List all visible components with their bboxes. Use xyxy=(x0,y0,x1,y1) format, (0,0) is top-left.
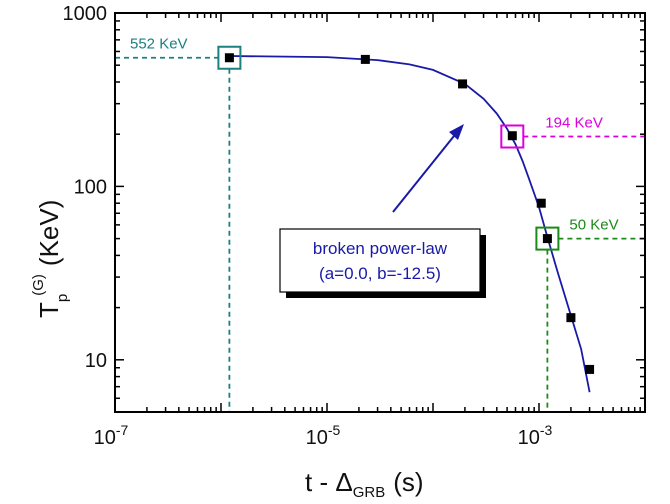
plot-frame xyxy=(114,12,646,413)
x-tick-label-exp: -7 xyxy=(116,422,129,438)
x-axis-title: t - ΔGRB (s) xyxy=(305,467,424,501)
data-point xyxy=(458,79,468,89)
data-points-layer xyxy=(224,53,595,374)
y-axis-title: Tp (G) (KeV) xyxy=(30,200,71,318)
x-axis-title-sub: GRB xyxy=(353,484,386,501)
x-tick-label: 10-7 xyxy=(94,422,129,449)
y-tick-label: 10 xyxy=(85,350,107,372)
fit-curve xyxy=(229,55,591,393)
data-point xyxy=(360,54,370,64)
x-tick-label: 10-5 xyxy=(306,422,341,449)
annotation-label: 50 KeV xyxy=(569,217,618,234)
annotation-box xyxy=(217,45,242,70)
data-point xyxy=(224,53,234,63)
legend: broken power-law (a=0.0, b=-12.5) xyxy=(279,228,486,298)
y-tick-label: 1000 xyxy=(63,3,108,25)
y-tick-label: 100 xyxy=(74,176,107,198)
legend-line-1: broken power-law xyxy=(313,239,448,258)
x-tick-label-exp: -3 xyxy=(540,422,553,438)
data-point xyxy=(536,198,546,208)
data-point xyxy=(566,313,576,323)
annotation-boxes: 552 KeV 194 KeV 50 KeV xyxy=(130,36,619,251)
data-point xyxy=(585,364,595,374)
x-axis-title-main: t - Δ xyxy=(305,467,353,497)
annotation-box xyxy=(500,124,525,149)
fit-curve-layer xyxy=(229,55,591,393)
legend-arrowhead xyxy=(449,124,464,140)
y-axis-title-sup: (G) xyxy=(30,274,47,296)
annotation-label: 552 KeV xyxy=(130,36,188,53)
data-point xyxy=(507,131,517,141)
legend-box xyxy=(279,228,481,293)
legend-arrow xyxy=(392,130,459,213)
y-axis-title-main: T xyxy=(34,302,64,318)
y-axis-title-sub: p xyxy=(54,294,71,302)
y-axis-title-unit: (KeV) xyxy=(34,200,64,266)
data-point xyxy=(542,234,552,244)
annotation-label: 194 KeV xyxy=(545,114,603,131)
x-axis-title-unit: (s) xyxy=(393,467,423,497)
x-tick-label-exp: -5 xyxy=(328,422,341,438)
annotation-guides xyxy=(115,56,645,412)
x-tick-label: 10-3 xyxy=(518,422,553,449)
annotation-box xyxy=(535,226,560,251)
legend-line-2: (a=0.0, b=-12.5) xyxy=(319,264,441,283)
x-tick-label-base: 10 xyxy=(518,427,540,449)
x-tick-label-base: 10 xyxy=(94,427,116,449)
x-tick-label-base: 10 xyxy=(306,427,328,449)
axis-ticks xyxy=(114,12,645,413)
